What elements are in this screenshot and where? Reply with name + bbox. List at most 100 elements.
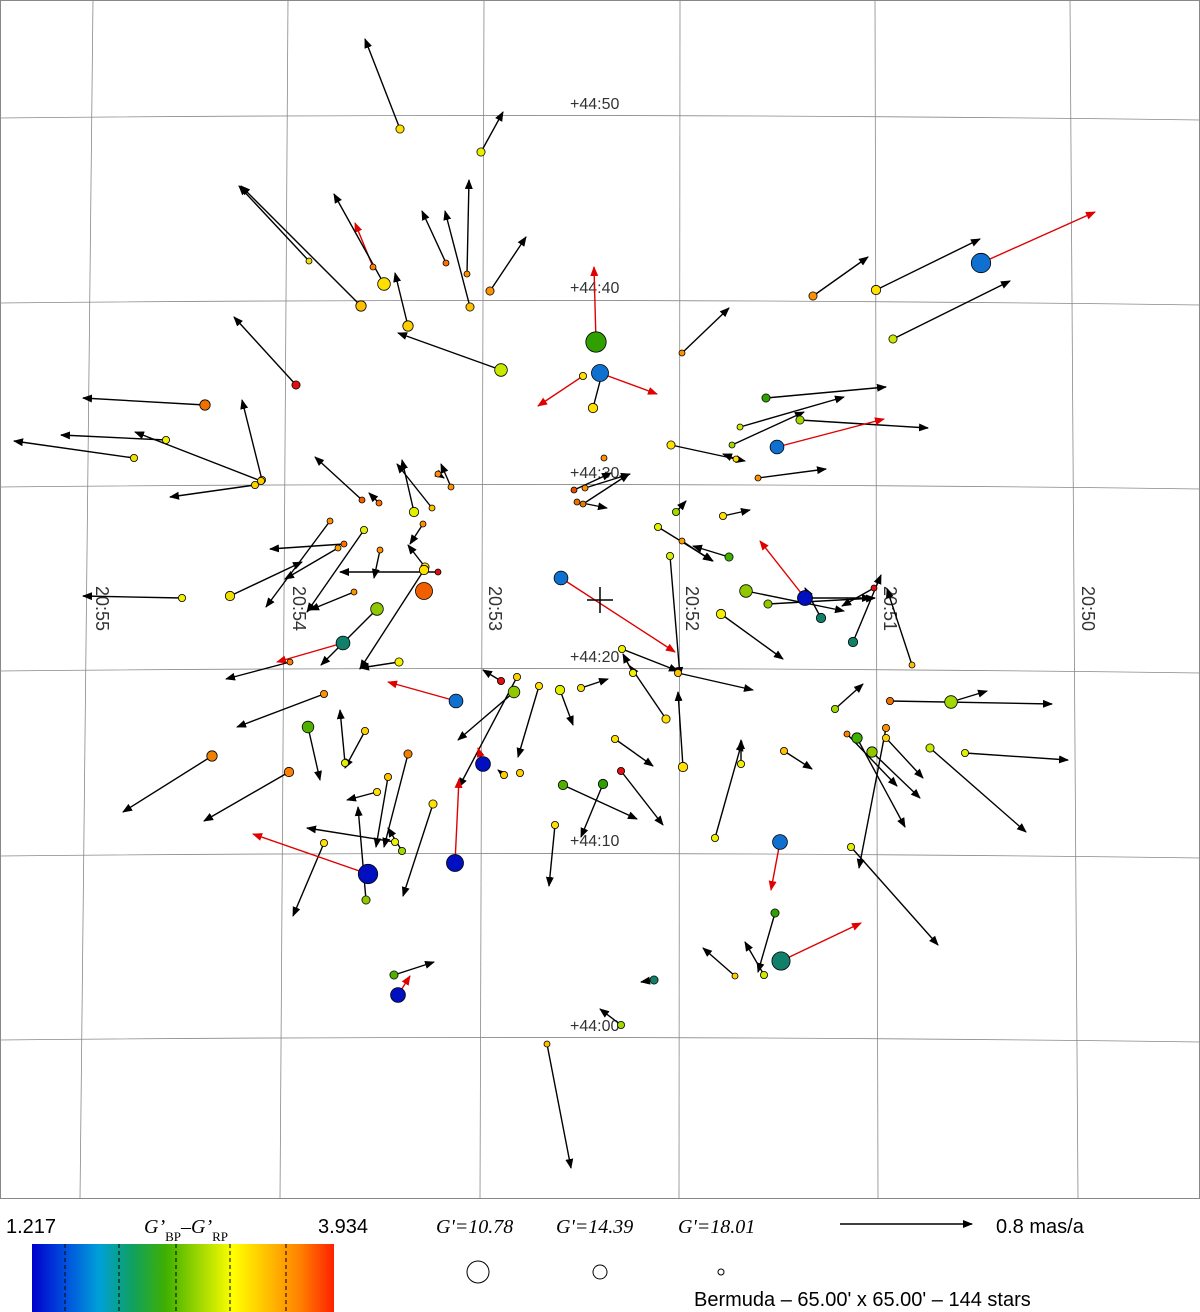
coordinate-grid <box>0 0 1200 1200</box>
dec-grid-line <box>0 484 1200 490</box>
proper-motion-arrow <box>354 806 367 901</box>
proper-motion-arrow <box>702 947 736 977</box>
proper-motion-arrow <box>783 750 813 770</box>
star-point <box>359 526 368 535</box>
proper-motion-arrow <box>284 547 339 580</box>
star-point <box>591 364 609 382</box>
proper-motion-arrow <box>780 922 862 962</box>
star-point <box>206 750 218 762</box>
star-point <box>475 756 491 772</box>
proper-motion-arrow <box>309 591 355 611</box>
star-point <box>415 582 433 600</box>
proper-motion-arrow <box>359 569 425 670</box>
dec-tick-label: +44:50 <box>570 96 619 113</box>
star-point <box>581 484 589 492</box>
star-point <box>600 454 608 462</box>
star-point <box>419 520 427 528</box>
star-point <box>516 769 525 778</box>
star-point <box>724 552 734 562</box>
proper-motion-arrow <box>122 755 213 813</box>
star-point <box>579 371 588 380</box>
star-point <box>847 843 856 852</box>
proper-motion-arrow <box>756 912 776 973</box>
star-point <box>553 570 569 586</box>
proper-motion-arrow <box>545 824 556 887</box>
size-legend-label: G'=10.78 <box>436 1216 513 1238</box>
proper-motion-arrow <box>516 685 540 758</box>
field-center-cross <box>587 587 613 613</box>
star-point <box>350 588 358 596</box>
proper-motion-arrow <box>560 577 676 653</box>
proper-motion-arrow <box>546 1043 574 1169</box>
proper-motion-arrow <box>582 473 630 505</box>
star-point <box>376 546 384 554</box>
dec-grid-line <box>0 853 1200 859</box>
ra-tick-label: 20:53 <box>485 586 505 631</box>
star-point <box>372 788 381 797</box>
star-point <box>654 523 663 532</box>
star-point <box>711 834 720 843</box>
proper-motion-arrow <box>440 463 452 488</box>
proper-motion-arrow <box>621 648 679 672</box>
proper-motion-arrow <box>614 738 654 767</box>
star-point <box>447 483 455 491</box>
star-point <box>719 512 728 521</box>
proper-motion-arrow <box>892 280 1011 340</box>
size-legend-circle-large <box>466 1260 490 1284</box>
star-point <box>772 834 788 850</box>
dec-grid-line <box>0 668 1200 674</box>
star-point <box>485 286 495 296</box>
legend: 1.217 G’BP–G’RP 3.934 G'=10.78 G'=14.39 … <box>6 1216 1085 1312</box>
star-point <box>513 673 522 682</box>
proper-motion-arrow <box>681 307 730 354</box>
star-point <box>507 685 521 699</box>
proper-motion-arrow <box>82 394 206 406</box>
proper-motion-arrow <box>692 544 730 558</box>
star-point <box>428 504 436 512</box>
star-point <box>754 474 762 482</box>
star-point <box>283 766 295 778</box>
star-point <box>761 393 771 403</box>
star-point <box>361 895 371 905</box>
color-bar-dividers <box>64 1244 287 1312</box>
ra-grid-line <box>874 0 879 1200</box>
dec-tick-label: +44:10 <box>570 833 619 850</box>
star-point <box>434 568 442 576</box>
star-point <box>587 402 599 414</box>
star-point <box>177 594 186 603</box>
proper-motion-arrow <box>233 316 297 386</box>
star-point <box>395 124 405 134</box>
star-point <box>611 735 620 744</box>
star-point <box>334 544 342 552</box>
color-scale-min: 1.217 <box>6 1216 56 1238</box>
ra-tick-label: 20:54 <box>289 586 309 631</box>
star-point <box>870 584 878 592</box>
star-point <box>161 435 170 444</box>
star-point <box>736 423 744 431</box>
star-point <box>402 320 414 332</box>
star-point <box>579 500 587 508</box>
proper-motion-arrow <box>669 555 684 677</box>
proper-motion-arrow <box>590 266 599 343</box>
proper-motion-arrow <box>346 791 378 802</box>
proper-motion-arrow <box>397 332 502 371</box>
proper-motion-arrow <box>134 431 262 482</box>
proper-motion-arrow <box>238 185 310 262</box>
star-point <box>585 331 607 353</box>
star-point <box>442 259 450 267</box>
ra-tick-label: 20:51 <box>880 586 900 631</box>
star-point <box>335 635 351 651</box>
star-point <box>617 767 626 776</box>
proper-motion-arrow <box>82 592 183 601</box>
proper-motion-arrow <box>387 680 457 702</box>
star-point <box>543 1040 551 1048</box>
proper-motion-arrow <box>421 210 447 264</box>
proper-motion-arrow <box>333 193 385 285</box>
star-markers <box>13 38 1096 1169</box>
dec-grid-line <box>0 115 1200 121</box>
ra-grid-line <box>479 0 485 1200</box>
star-point <box>866 746 878 758</box>
star-point <box>674 669 683 678</box>
ra-labels: 20:55 20:54 20:53 20:52 20:51 20:50 <box>92 586 1098 631</box>
dec-tick-label: +44:20 <box>570 649 619 666</box>
